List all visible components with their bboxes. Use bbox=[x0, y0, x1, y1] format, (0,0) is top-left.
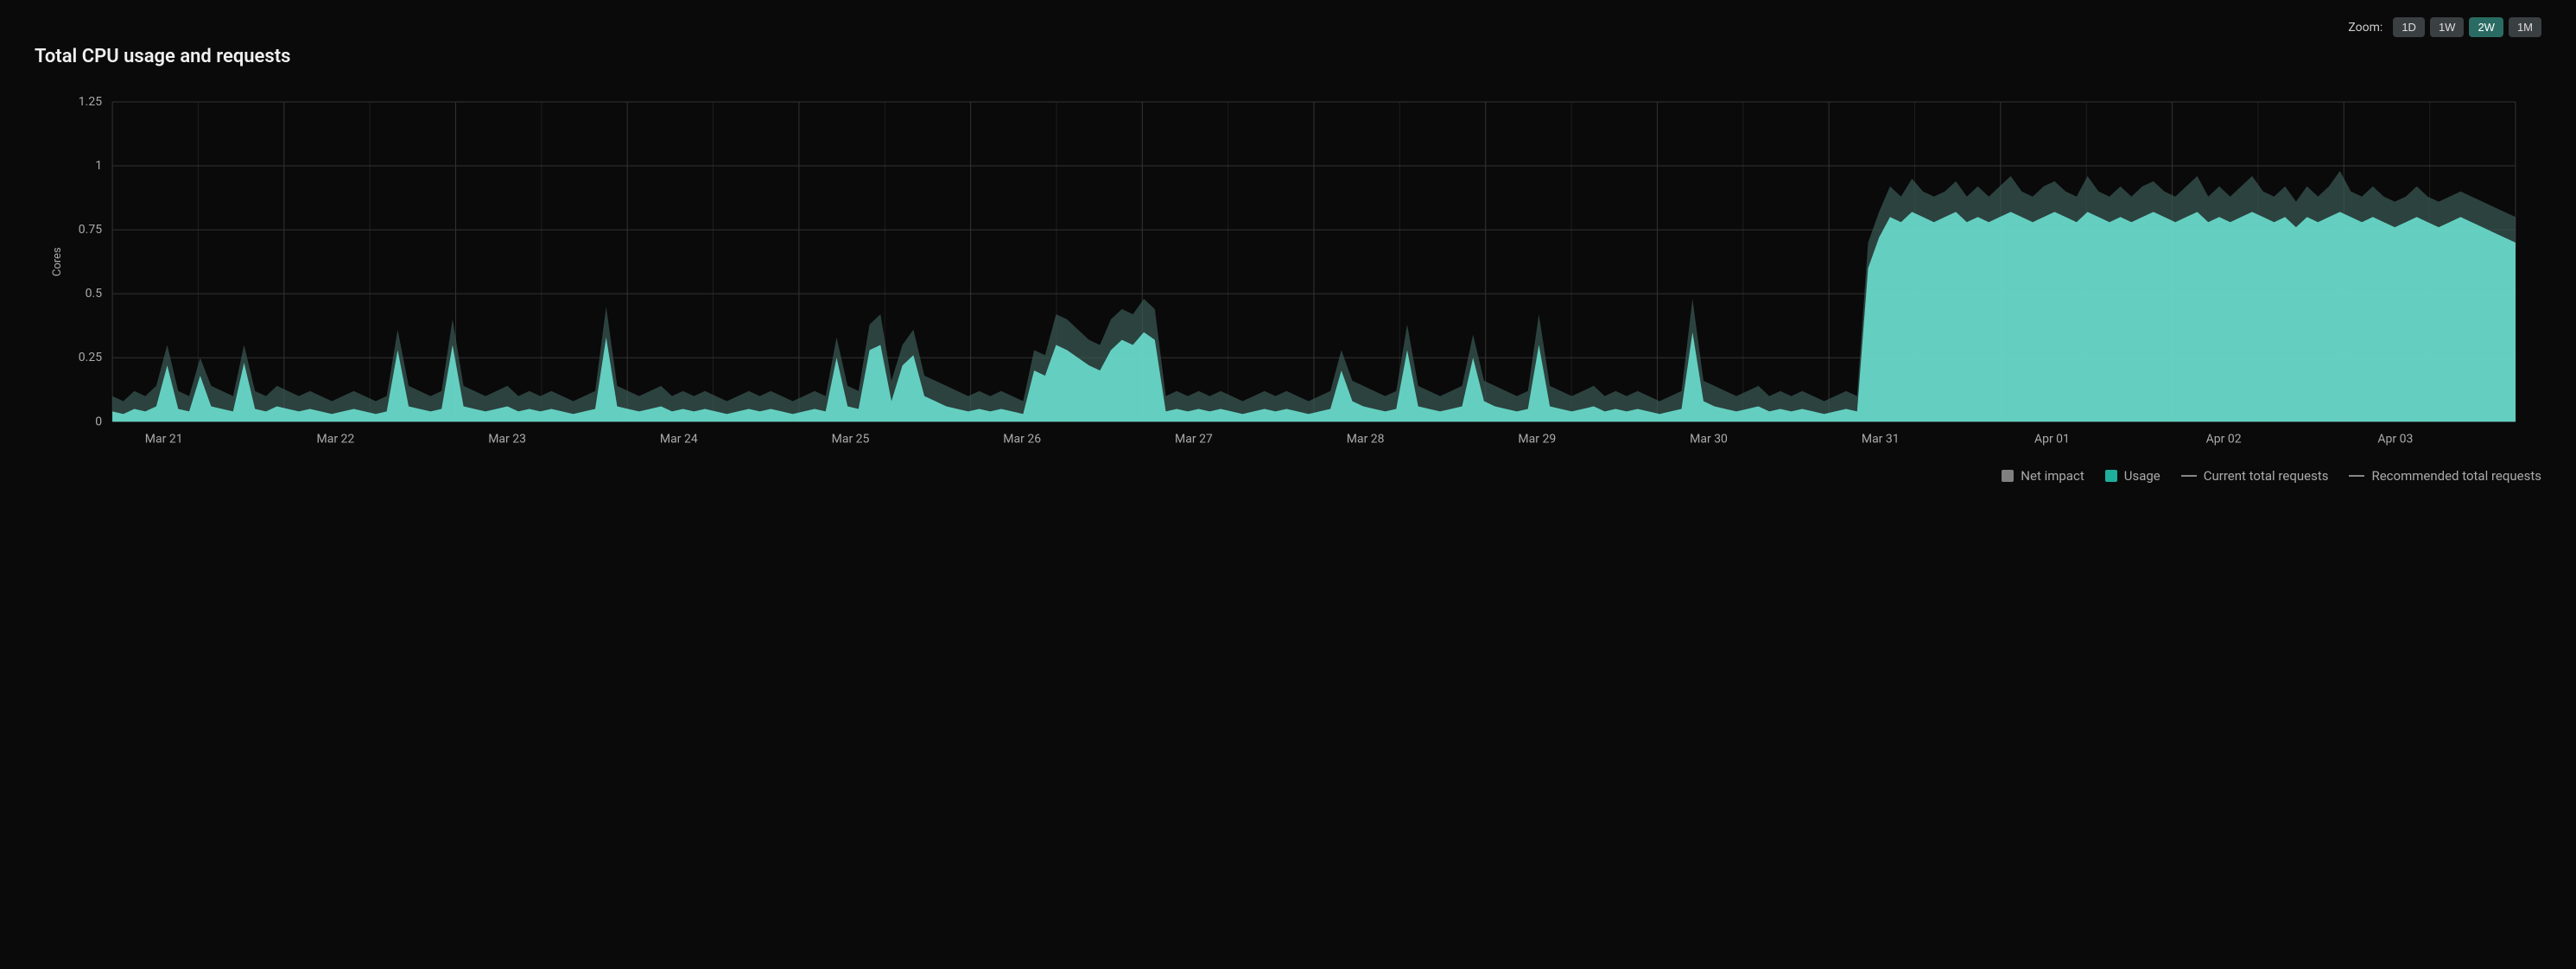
zoom-controls: Zoom: 1D1W2W 1M bbox=[35, 17, 2541, 37]
legend-item[interactable]: Net impact bbox=[2002, 468, 2084, 484]
svg-text:Mar 31: Mar 31 bbox=[1862, 432, 1900, 446]
zoom-button-1d[interactable]: 1D bbox=[2393, 17, 2425, 37]
svg-text:Mar 23: Mar 23 bbox=[488, 432, 526, 446]
zoom-button-1w[interactable]: 1W bbox=[2430, 17, 2465, 37]
legend-label: Net impact bbox=[2021, 468, 2084, 484]
legend-label: Usage bbox=[2124, 468, 2160, 484]
svg-text:Mar 25: Mar 25 bbox=[832, 432, 870, 446]
legend-swatch bbox=[2002, 470, 2014, 482]
svg-text:Mar 28: Mar 28 bbox=[1347, 432, 1385, 446]
svg-text:Apr 03: Apr 03 bbox=[2377, 432, 2413, 446]
svg-text:Mar 29: Mar 29 bbox=[1518, 432, 1556, 446]
legend-item[interactable]: Current total requests bbox=[2181, 468, 2329, 484]
svg-text:Mar 21: Mar 21 bbox=[145, 432, 183, 446]
legend-swatch bbox=[2105, 470, 2117, 482]
legend-line bbox=[2181, 475, 2197, 477]
svg-text:Mar 26: Mar 26 bbox=[1003, 432, 1041, 446]
svg-text:Apr 01: Apr 01 bbox=[2034, 432, 2070, 446]
legend-label: Current total requests bbox=[2204, 468, 2329, 484]
svg-text:0: 0 bbox=[95, 415, 102, 428]
chart-container: 0 0.25 0.5 0.75 1 1.25 Mar 21 Mar 22 Mar 23 Mar 2… bbox=[35, 93, 2541, 456]
chart-title: Total CPU usage and requests bbox=[35, 46, 2541, 67]
zoom-button-2w[interactable]: 2W bbox=[2469, 17, 2503, 37]
svg-text:1.25: 1.25 bbox=[79, 95, 102, 109]
svg-text:0.5: 0.5 bbox=[86, 287, 103, 301]
svg-text:0.75: 0.75 bbox=[79, 223, 102, 237]
svg-text:Cores: Cores bbox=[51, 247, 64, 276]
svg-text:Mar 24: Mar 24 bbox=[660, 432, 698, 446]
legend-label: Recommended total requests bbox=[2371, 468, 2541, 484]
svg-text:0.25: 0.25 bbox=[79, 351, 102, 364]
zoom-button-1m[interactable]: 1M bbox=[2509, 17, 2541, 37]
svg-text:Mar 22: Mar 22 bbox=[317, 432, 355, 446]
svg-text:Mar 27: Mar 27 bbox=[1175, 432, 1213, 446]
cpu-usage-chart: 0 0.25 0.5 0.75 1 1.25 Mar 21 Mar 22 Mar 23 Mar 2… bbox=[35, 93, 2541, 456]
svg-text:Mar 30: Mar 30 bbox=[1690, 432, 1728, 446]
svg-text:1: 1 bbox=[95, 159, 102, 173]
svg-text:Apr 02: Apr 02 bbox=[2206, 432, 2242, 446]
legend-item[interactable]: Usage bbox=[2105, 468, 2160, 484]
chart-legend: Net impact Usage Current total requests Rec… bbox=[35, 468, 2541, 484]
zoom-label: Zoom: bbox=[2348, 21, 2382, 35]
legend-line bbox=[2349, 475, 2364, 477]
legend-item[interactable]: Recommended total requests bbox=[2349, 468, 2541, 484]
